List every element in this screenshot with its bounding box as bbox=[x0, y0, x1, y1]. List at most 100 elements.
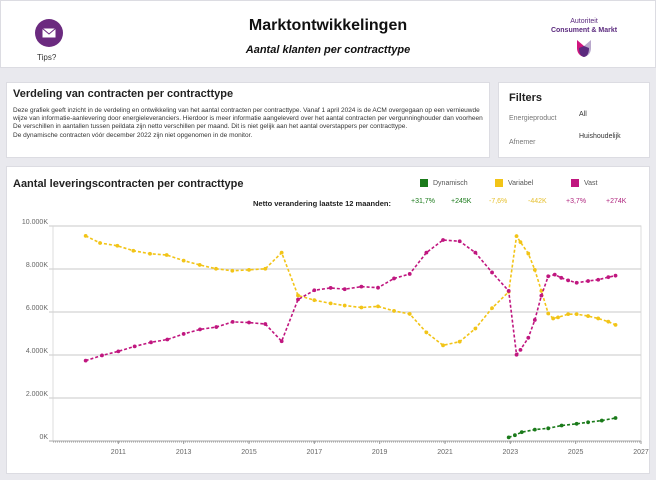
y-tick-label: 8.000K bbox=[26, 262, 49, 269]
legend-vast[interactable]: Vast bbox=[571, 179, 598, 187]
x-tick-label: 2017 bbox=[307, 449, 323, 456]
data-point-variabel bbox=[596, 316, 601, 321]
filter-afnemer-value[interactable]: Huishoudelijk bbox=[579, 133, 621, 140]
netto-dynamisch-abs: +245K bbox=[451, 198, 472, 205]
data-point-dynamisch bbox=[559, 423, 564, 428]
info-panel: Verdeling van contracten per contracttyp… bbox=[6, 82, 490, 158]
data-point-vast bbox=[181, 332, 186, 336]
data-point-vast bbox=[526, 335, 531, 340]
x-tick-label: 2013 bbox=[176, 449, 192, 456]
data-point-dynamisch bbox=[599, 418, 604, 423]
netto-variabel-pct: -7,6% bbox=[489, 198, 508, 205]
data-point-vast bbox=[247, 320, 251, 325]
tips-button[interactable] bbox=[35, 19, 63, 47]
filter-afnemer-label: Afnemer bbox=[509, 139, 536, 146]
x-tick-label: 2021 bbox=[437, 449, 453, 456]
data-point-variabel bbox=[441, 343, 445, 348]
data-point-vast bbox=[392, 276, 396, 281]
data-point-vast bbox=[606, 275, 611, 280]
legend-variabel[interactable]: Variabel bbox=[495, 179, 533, 187]
data-point-variabel bbox=[312, 298, 317, 303]
data-point-vast bbox=[100, 353, 104, 358]
data-point-variabel bbox=[296, 293, 300, 298]
data-point-vast bbox=[279, 339, 284, 344]
chart-title: Aantal leveringscontracten per contractt… bbox=[13, 178, 244, 190]
data-point-vast bbox=[506, 289, 511, 293]
data-point-dynamisch bbox=[574, 421, 579, 426]
data-point-vast bbox=[342, 287, 347, 292]
x-tick-label: 2025 bbox=[568, 449, 584, 456]
legend-swatch bbox=[420, 179, 428, 187]
y-tick-label: 10.000K bbox=[22, 219, 48, 226]
data-point-vast bbox=[559, 275, 564, 280]
legend-label: Variabel bbox=[508, 179, 534, 187]
data-point-vast bbox=[198, 327, 202, 332]
data-point-variabel bbox=[98, 241, 102, 245]
data-point-variabel bbox=[328, 301, 333, 306]
data-point-variabel bbox=[518, 240, 523, 245]
data-point-variabel bbox=[164, 253, 169, 257]
page-subtitle: Aantal klanten per contracttype bbox=[245, 44, 411, 56]
data-point-vast bbox=[132, 344, 137, 349]
data-point-vast bbox=[359, 284, 364, 289]
x-tick-label: 2027 bbox=[633, 449, 649, 456]
data-point-dynamisch bbox=[506, 435, 511, 440]
legend-dynamisch[interactable]: Dynamisch bbox=[420, 179, 468, 187]
series-line-vast bbox=[85, 239, 616, 362]
data-point-vast bbox=[532, 318, 537, 322]
data-point-dynamisch bbox=[513, 433, 517, 438]
data-point-vast bbox=[83, 358, 88, 363]
data-point-variabel bbox=[359, 305, 364, 310]
data-point-vast bbox=[376, 285, 380, 290]
data-point-vast bbox=[574, 280, 579, 285]
legend-swatch bbox=[495, 179, 503, 187]
data-point-vast bbox=[263, 322, 268, 326]
data-point-vast bbox=[586, 279, 590, 283]
data-point-variabel bbox=[613, 323, 618, 327]
data-point-variabel bbox=[376, 304, 380, 309]
netto-label: Netto verandering laatste 12 maanden: bbox=[253, 199, 391, 208]
data-point-variabel bbox=[606, 319, 611, 324]
data-point-vast bbox=[566, 278, 571, 283]
data-point-variabel bbox=[247, 267, 251, 272]
y-tick-label: 2.000K bbox=[26, 391, 49, 398]
data-point-variabel bbox=[473, 326, 478, 331]
data-point-vast bbox=[328, 286, 333, 290]
chart-panel: Aantal leveringscontracten per contractt… bbox=[6, 166, 650, 474]
data-point-variabel bbox=[514, 234, 519, 239]
netto-vast-abs: +274K bbox=[606, 198, 627, 205]
data-point-variabel bbox=[551, 316, 556, 321]
filter-energieproduct-label: Energieproduct bbox=[509, 115, 557, 122]
data-point-vast bbox=[407, 272, 412, 276]
envelope-icon bbox=[42, 28, 56, 38]
data-point-variabel bbox=[83, 233, 88, 238]
data-point-dynamisch bbox=[586, 420, 590, 425]
data-point-vast bbox=[514, 352, 519, 357]
logo-mark-icon bbox=[577, 40, 591, 57]
data-point-variabel bbox=[586, 314, 590, 318]
data-point-variabel bbox=[574, 312, 579, 317]
data-point-variabel bbox=[263, 266, 268, 271]
filter-energieproduct-value[interactable]: All bbox=[579, 111, 587, 118]
data-point-variabel bbox=[407, 312, 412, 316]
x-tick-label: 2019 bbox=[372, 449, 388, 456]
netto-dynamisch-pct: +31,7% bbox=[411, 198, 435, 205]
filters-title: Filters bbox=[509, 92, 543, 104]
data-point-vast bbox=[312, 288, 317, 293]
y-tick-label: 0K bbox=[39, 434, 48, 441]
data-point-variabel bbox=[539, 289, 544, 293]
data-point-vast bbox=[518, 347, 523, 352]
data-point-vast bbox=[149, 340, 153, 345]
netto-variabel-abs: -442K bbox=[528, 198, 547, 205]
data-point-vast bbox=[473, 250, 478, 255]
legend-swatch bbox=[571, 179, 579, 187]
data-point-vast bbox=[457, 239, 462, 244]
data-point-variabel bbox=[214, 266, 218, 271]
series-line-variabel bbox=[85, 233, 616, 347]
data-point-variabel bbox=[424, 330, 429, 335]
logo-line1: Autoriteit bbox=[570, 18, 598, 25]
plot-area bbox=[52, 225, 642, 442]
data-point-vast bbox=[596, 277, 601, 282]
header: Tips? Marktontwikkelingen Aantal klanten… bbox=[0, 0, 656, 68]
data-point-vast bbox=[296, 297, 300, 302]
